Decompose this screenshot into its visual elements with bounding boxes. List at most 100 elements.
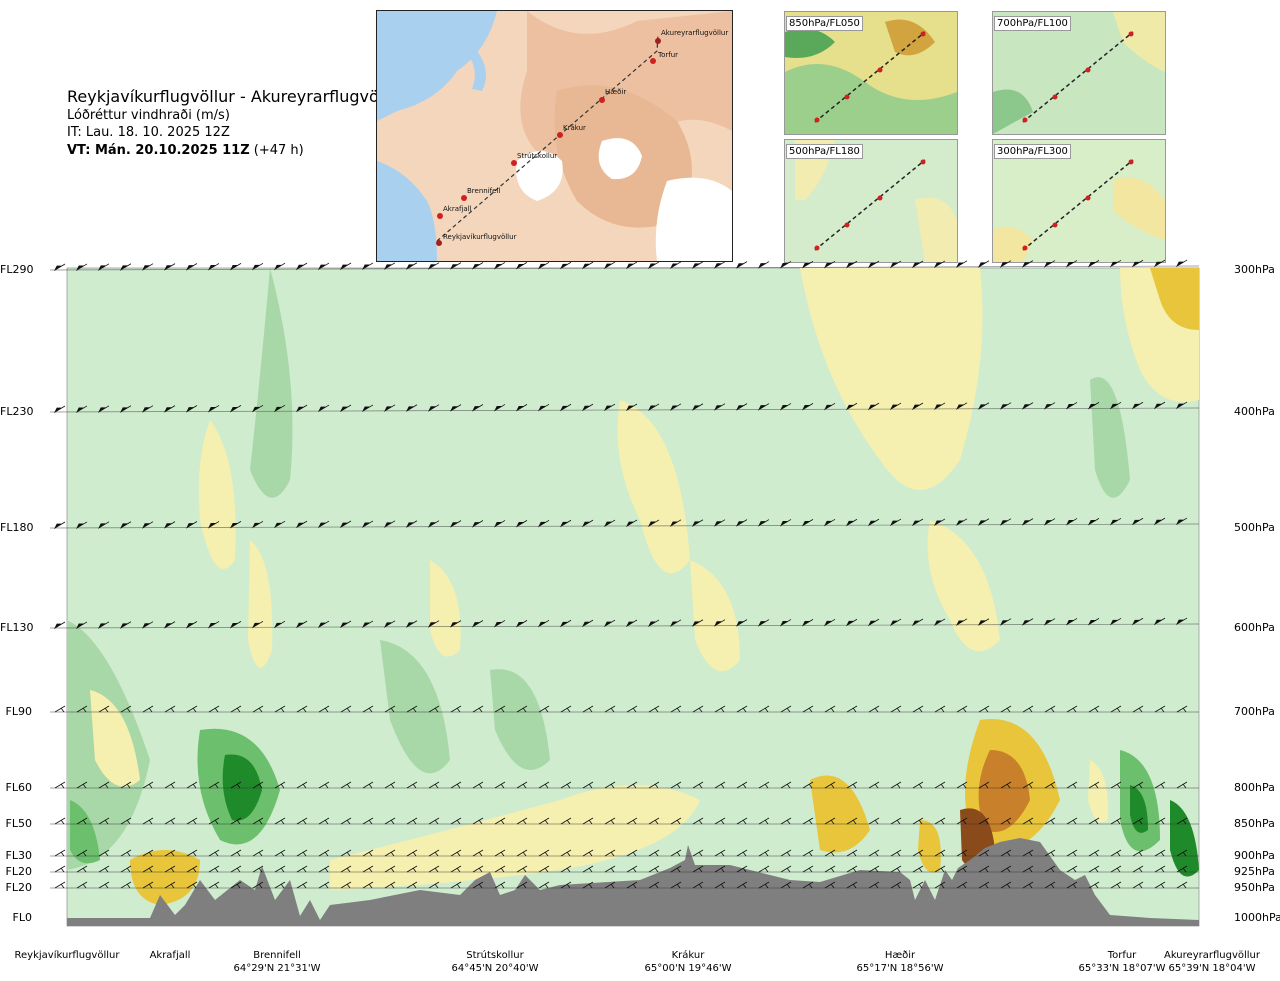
wind-barb xyxy=(581,403,594,412)
wind-barb xyxy=(230,881,242,889)
wind-barb xyxy=(824,881,836,889)
wind-barb xyxy=(163,621,176,629)
wind-barb xyxy=(296,781,308,789)
wind-barb xyxy=(406,817,418,825)
wind-barb xyxy=(757,403,770,411)
wind-barb xyxy=(978,817,990,825)
wind-barb xyxy=(648,781,660,789)
wind-barb xyxy=(1066,849,1078,857)
flight-level-tick-label: FL30 xyxy=(5,849,32,862)
wind-barb xyxy=(559,261,572,270)
wind-barb xyxy=(296,705,308,713)
wind-barb xyxy=(912,865,924,873)
wind-barb xyxy=(1175,259,1188,268)
wind-barb xyxy=(604,849,616,857)
wind-barb xyxy=(669,261,682,270)
wind-barb xyxy=(340,865,352,873)
wind-barb xyxy=(867,402,880,411)
wind-barb xyxy=(75,521,88,530)
wind-barb xyxy=(736,881,748,889)
wind-barb xyxy=(406,849,418,857)
wind-barb xyxy=(956,881,968,889)
wind-barb xyxy=(735,619,748,627)
wind-barb xyxy=(582,865,594,873)
vertical-velocity-field xyxy=(67,268,1199,905)
wind-barb xyxy=(1154,881,1166,889)
wind-barb xyxy=(537,619,550,628)
wind-barb xyxy=(1088,849,1100,857)
wind-barb xyxy=(692,705,704,713)
wind-barb xyxy=(471,404,484,412)
wind-barb xyxy=(845,260,858,269)
wind-barb xyxy=(648,865,660,873)
thumbnail-700hpa-graphic xyxy=(993,12,1165,134)
pressure-tick-label: 850hPa xyxy=(1234,817,1275,830)
wind-barb xyxy=(295,262,308,271)
wind-barb xyxy=(274,865,286,873)
wind-barb xyxy=(1044,881,1056,889)
thumbnail-300hpa[interactable]: 300hPa/FL300 xyxy=(992,139,1166,263)
wind-barb xyxy=(515,520,528,528)
wind-barb xyxy=(867,518,880,527)
wind-barb xyxy=(54,781,66,789)
wind-barb xyxy=(560,865,572,873)
wind-barb xyxy=(54,705,66,713)
wind-barb xyxy=(1154,781,1166,789)
thumbnail-850hpa[interactable]: 850hPa/FL050 xyxy=(784,11,958,135)
wind-barb xyxy=(714,849,726,857)
wind-barb xyxy=(362,817,374,825)
wind-barb xyxy=(581,519,594,528)
wind-barb xyxy=(625,261,638,270)
wind-barb xyxy=(339,520,352,529)
wind-barb xyxy=(1044,781,1056,789)
wind-barb xyxy=(54,817,66,825)
wind-barb xyxy=(54,849,66,857)
init-time: IT: Lau. 18. 10. 2025 12Z xyxy=(67,125,230,140)
wind-barb xyxy=(273,262,286,271)
wind-barb xyxy=(581,619,594,628)
wind-barb xyxy=(383,404,396,413)
wind-barb xyxy=(1065,402,1078,410)
wind-barb xyxy=(1044,849,1056,857)
wind-barb xyxy=(801,403,814,411)
wind-barb xyxy=(493,262,506,270)
wind-barb xyxy=(450,817,462,825)
wind-barb xyxy=(956,781,968,789)
wind-barb xyxy=(516,817,528,825)
wind-barb xyxy=(516,705,528,713)
wind-barb xyxy=(186,705,198,713)
wind-barb xyxy=(1088,781,1100,789)
wind-barb xyxy=(1065,518,1078,526)
wind-barb xyxy=(186,849,198,857)
wind-barb xyxy=(735,403,748,411)
wind-barb xyxy=(868,849,880,857)
map-label-akrafjall: Akrafjall xyxy=(443,205,472,213)
wind-barb xyxy=(317,520,330,529)
wind-barb xyxy=(538,817,550,825)
flight-level-tick-label: FL20 xyxy=(5,881,32,894)
wind-barb xyxy=(207,263,220,271)
wind-barb xyxy=(824,817,836,825)
location-name-label: Brennifell xyxy=(253,950,301,961)
wind-barb xyxy=(1131,259,1144,268)
wind-barb xyxy=(1022,817,1034,825)
wind-barb xyxy=(802,849,814,857)
thumbnail-500hpa[interactable]: 500hPa/FL180 xyxy=(784,139,958,263)
location-name-label: Krákur xyxy=(671,950,705,961)
wind-barb xyxy=(1153,617,1166,626)
wind-barb xyxy=(384,849,396,857)
wind-barb xyxy=(1110,781,1122,789)
thumbnail-700hpa[interactable]: 700hPa/FL100 xyxy=(992,11,1166,135)
wind-barb xyxy=(582,781,594,789)
wind-barb xyxy=(361,262,374,271)
wind-barb xyxy=(757,261,770,269)
wind-barb xyxy=(76,705,88,713)
wind-barb xyxy=(538,705,550,713)
wind-barb xyxy=(1022,705,1034,713)
wind-barb xyxy=(384,705,396,713)
flight-level-tick-label: FL50 xyxy=(5,817,32,830)
wind-barb xyxy=(208,865,220,873)
wind-barb xyxy=(978,781,990,789)
pressure-tick-label: 900hPa xyxy=(1234,849,1275,862)
wind-barb xyxy=(714,817,726,825)
